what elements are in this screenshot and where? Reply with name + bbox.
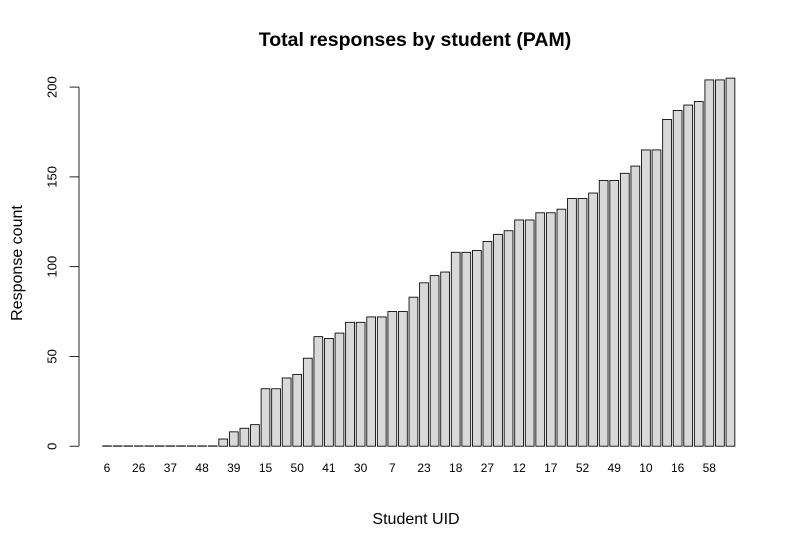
svg-text:52: 52 bbox=[576, 461, 590, 475]
svg-text:27: 27 bbox=[481, 461, 495, 475]
svg-text:Total responses by student (PA: Total responses by student (PAM) bbox=[259, 29, 571, 51]
svg-text:7: 7 bbox=[389, 461, 396, 475]
svg-text:12: 12 bbox=[512, 461, 526, 475]
svg-text:30: 30 bbox=[354, 461, 368, 475]
svg-text:17: 17 bbox=[544, 461, 558, 475]
svg-text:48: 48 bbox=[195, 461, 209, 475]
svg-text:23: 23 bbox=[417, 461, 431, 475]
svg-text:Student UID: Student UID bbox=[372, 511, 459, 528]
svg-text:50: 50 bbox=[291, 461, 305, 475]
svg-text:49: 49 bbox=[608, 461, 622, 475]
svg-text:50: 50 bbox=[44, 349, 59, 363]
svg-text:150: 150 bbox=[44, 166, 59, 188]
svg-text:58: 58 bbox=[703, 461, 717, 475]
svg-text:41: 41 bbox=[322, 461, 336, 475]
svg-text:26: 26 bbox=[132, 461, 146, 475]
svg-text:39: 39 bbox=[227, 461, 241, 475]
svg-text:Response count: Response count bbox=[9, 205, 26, 321]
svg-text:37: 37 bbox=[164, 461, 178, 475]
svg-text:18: 18 bbox=[449, 461, 463, 475]
svg-text:15: 15 bbox=[259, 461, 273, 475]
svg-text:100: 100 bbox=[44, 256, 59, 278]
svg-text:16: 16 bbox=[671, 461, 685, 475]
svg-text:6: 6 bbox=[104, 461, 111, 475]
svg-text:0: 0 bbox=[44, 443, 59, 450]
svg-text:10: 10 bbox=[639, 461, 653, 475]
svg-text:200: 200 bbox=[44, 76, 59, 98]
